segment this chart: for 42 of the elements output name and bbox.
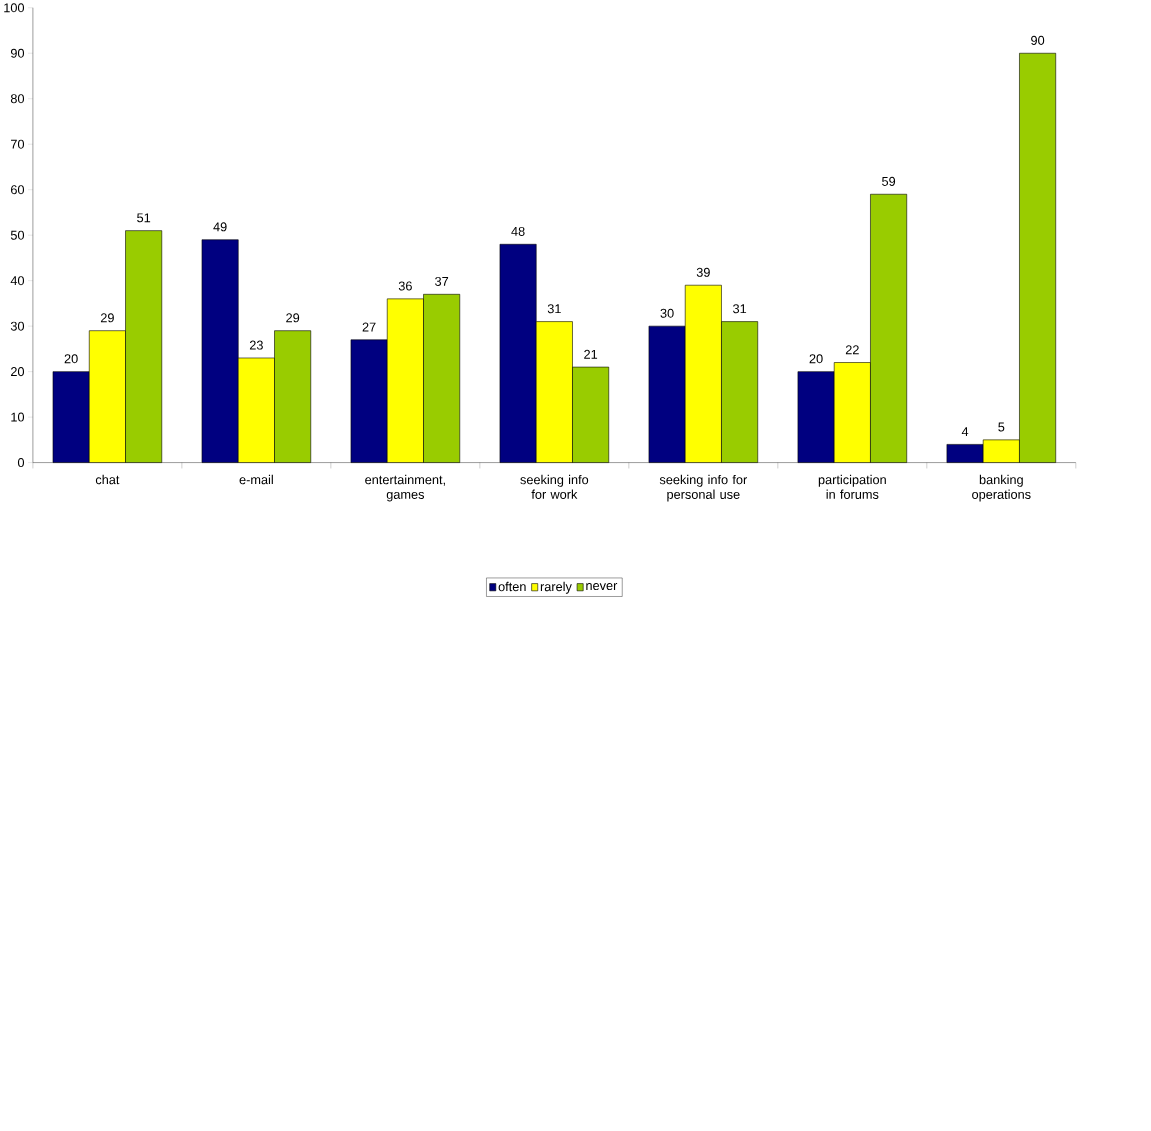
data-label: 37 xyxy=(435,276,449,286)
x-tick-label: seeking info for work xyxy=(520,474,589,499)
y-tick-label: 50 xyxy=(10,230,25,240)
data-label: 29 xyxy=(286,313,300,323)
data-label: 59 xyxy=(882,176,896,186)
x-tick-label: entertainment, games xyxy=(365,474,445,502)
y-tick-label: 90 xyxy=(10,48,25,58)
data-label: 30 xyxy=(660,308,674,318)
x-tick-label: banking operations xyxy=(972,474,1031,502)
data-label: 4 xyxy=(961,427,969,436)
x-tick-label: participation in forums xyxy=(818,474,886,499)
data-label: 31 xyxy=(547,304,561,314)
y-tick-label: 100 xyxy=(4,3,25,13)
data-label: 36 xyxy=(398,281,412,291)
data-label: 29 xyxy=(100,313,114,323)
legend-label: rarely xyxy=(540,581,572,594)
data-label: 39 xyxy=(696,267,710,277)
data-label: 20 xyxy=(64,354,78,364)
y-tick-label: 20 xyxy=(11,367,25,377)
data-label: 21 xyxy=(584,349,598,359)
y-tick-label: 10 xyxy=(11,412,25,422)
data-label: 90 xyxy=(1031,35,1045,45)
y-tick-label: 80 xyxy=(10,94,25,104)
legend-label: never xyxy=(586,582,618,590)
y-tick-label: 30 xyxy=(10,321,25,331)
data-label: 22 xyxy=(845,345,859,355)
data-label: 51 xyxy=(137,213,151,223)
x-tick-label: e-mail xyxy=(239,474,273,485)
data-label: 49 xyxy=(213,222,227,232)
legend-label: often xyxy=(498,581,526,592)
data-label: 23 xyxy=(249,340,263,350)
y-tick-label: 60 xyxy=(11,185,25,195)
x-tick-label: seeking info for personal use xyxy=(659,474,748,502)
data-label: 27 xyxy=(362,322,376,332)
data-label: 5 xyxy=(998,422,1005,432)
y-tick-label: 40 xyxy=(10,276,25,286)
x-tick-label: chat xyxy=(95,474,120,485)
data-label: 48 xyxy=(511,226,525,236)
y-tick-label: 0 xyxy=(17,457,25,468)
y-tick-label: 70 xyxy=(11,139,25,149)
data-label: 31 xyxy=(733,304,747,314)
data-label: 20 xyxy=(809,354,823,364)
